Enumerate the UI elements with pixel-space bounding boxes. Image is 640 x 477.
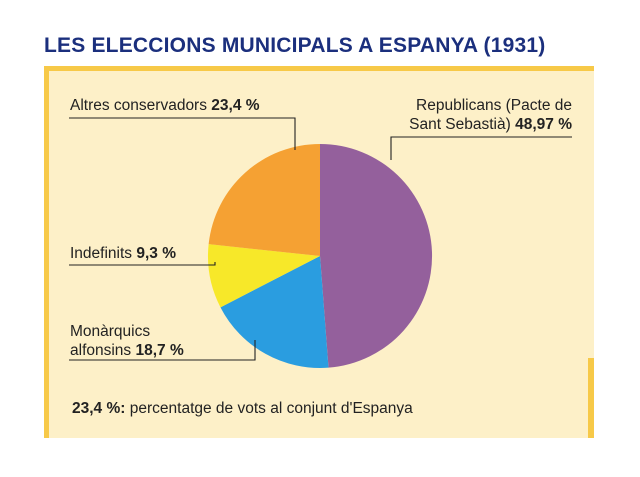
panel-right-border xyxy=(588,358,594,438)
label-republicans: Republicans (Pacte de Sant Sebastià) 48,… xyxy=(409,97,572,133)
note-value: 23,4 % xyxy=(72,400,121,417)
panel-top-border xyxy=(44,66,594,71)
legend-note: 23,4 %: percentatge de vots al conjunt d… xyxy=(72,400,413,418)
leader-line-monarquics xyxy=(69,340,256,361)
leader-line-altres xyxy=(69,117,296,150)
panel-left-border xyxy=(44,66,49,438)
slice-republicans xyxy=(320,143,433,368)
label-monarquics: Monàrquics alfonsins 18,7 % xyxy=(70,323,184,359)
label-indefinits: Indefinits 9,3 % xyxy=(70,245,176,262)
note-text: percentatge de vots al conjunt d'Espanya xyxy=(129,400,413,417)
label-altres-conservadors: Altres conservadors 23,4 % xyxy=(70,97,260,114)
leader-line-indefinits xyxy=(69,262,216,266)
chart-title: LES ELECCIONS MUNICIPALS A ESPANYA (1931… xyxy=(44,34,546,57)
note-colon: : xyxy=(120,400,126,417)
slice-monarquics xyxy=(220,256,329,369)
leader-line-republicans xyxy=(390,136,572,160)
slice-indefinits xyxy=(208,244,320,308)
slice-altres-conservadors xyxy=(208,144,320,256)
